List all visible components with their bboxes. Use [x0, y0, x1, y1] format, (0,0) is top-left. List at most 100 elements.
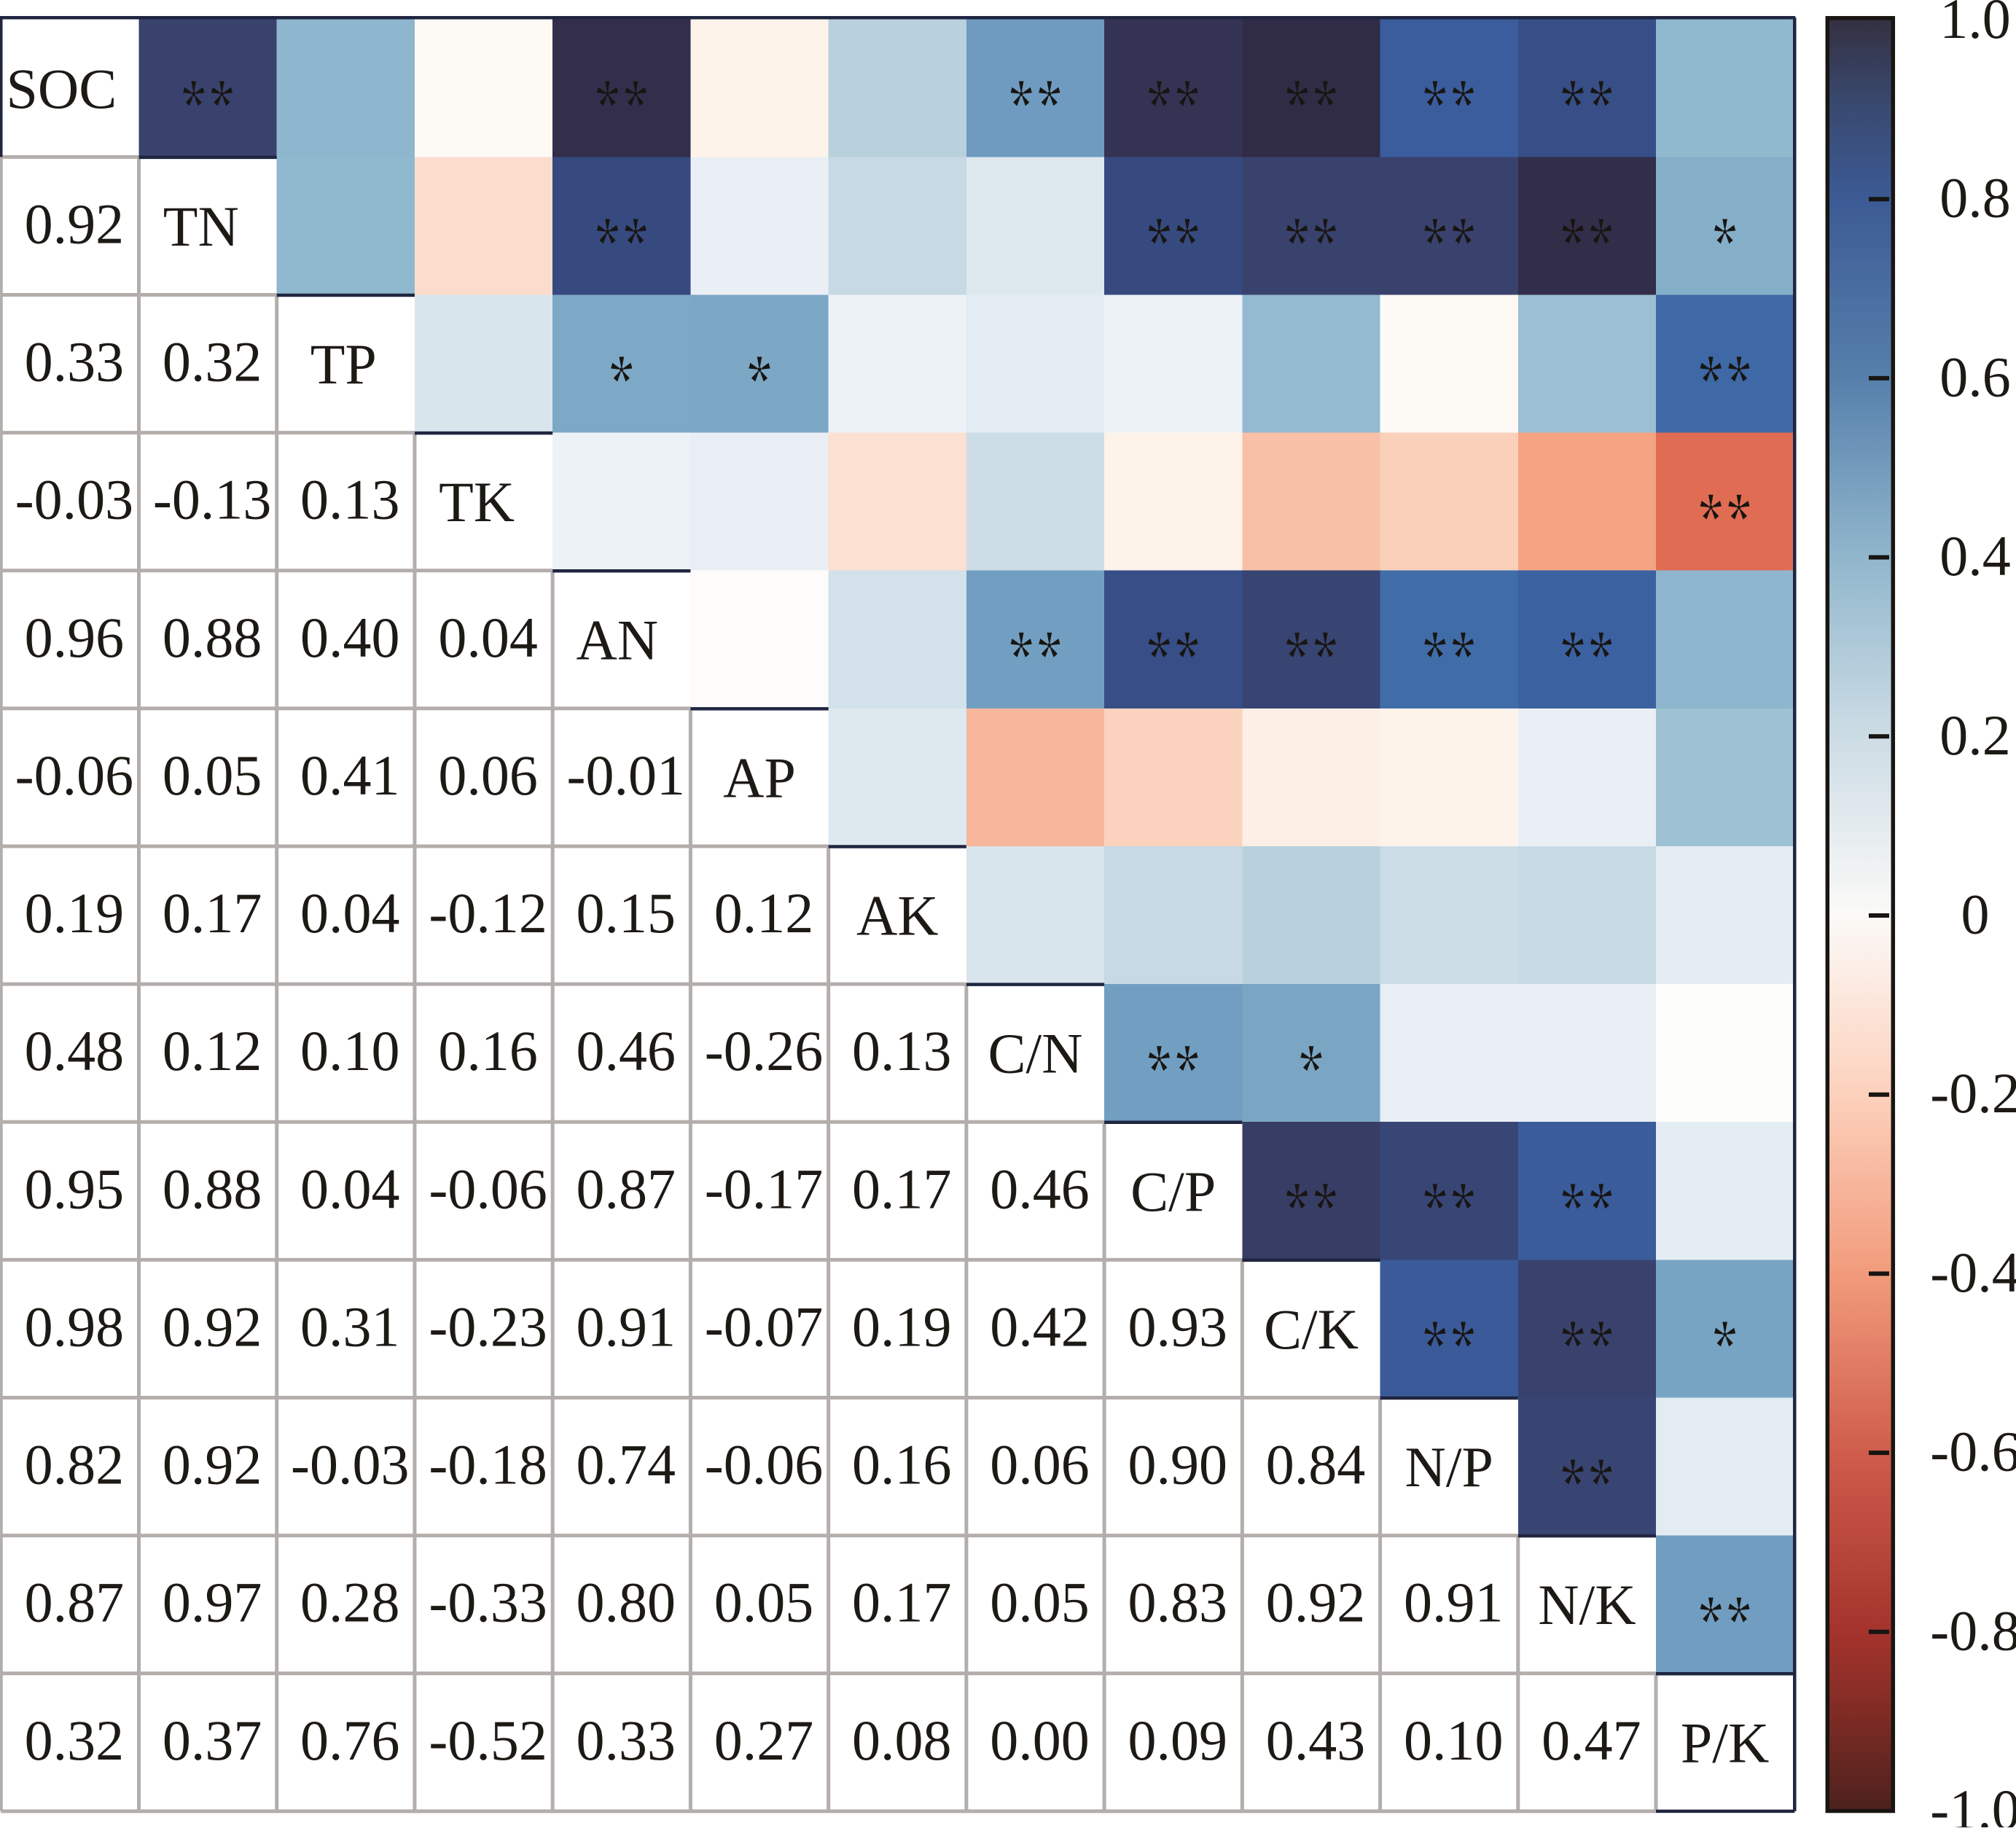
svg-text:0.46: 0.46: [577, 1019, 676, 1082]
svg-text:N/P: N/P: [1405, 1435, 1493, 1499]
svg-text:-0.06: -0.06: [15, 743, 133, 807]
svg-text:0.04: 0.04: [300, 1157, 400, 1220]
svg-text:-0.12: -0.12: [429, 881, 547, 945]
svg-text:0.05: 0.05: [990, 1571, 1090, 1634]
svg-text:0: 0: [1961, 883, 1990, 946]
svg-text:0.92: 0.92: [1266, 1571, 1366, 1634]
svg-text:0.88: 0.88: [163, 1157, 262, 1220]
svg-text:0.04: 0.04: [300, 881, 400, 945]
svg-text:0.00: 0.00: [990, 1709, 1090, 1772]
svg-text:0.10: 0.10: [300, 1019, 400, 1082]
svg-text:0.12: 0.12: [163, 1019, 262, 1082]
svg-text:0.32: 0.32: [25, 1709, 125, 1772]
svg-text:-0.6: -0.6: [1930, 1420, 2016, 1483]
svg-text:0.96: 0.96: [25, 606, 125, 669]
svg-text:-0.4: -0.4: [1930, 1241, 2016, 1304]
svg-text:0.90: 0.90: [1128, 1433, 1227, 1496]
svg-text:-0.13: -0.13: [153, 468, 271, 531]
svg-text:-0.06: -0.06: [705, 1433, 823, 1496]
svg-text:0.92: 0.92: [163, 1433, 262, 1496]
svg-text:0.12: 0.12: [714, 881, 814, 945]
svg-text:N/K: N/K: [1538, 1573, 1636, 1636]
svg-text:0.87: 0.87: [25, 1571, 125, 1634]
svg-text:0.04: 0.04: [438, 606, 538, 669]
svg-text:0.87: 0.87: [577, 1157, 676, 1220]
svg-text:0.83: 0.83: [1128, 1571, 1227, 1634]
svg-text:0.05: 0.05: [163, 743, 262, 807]
svg-text:0.16: 0.16: [852, 1433, 952, 1496]
svg-text:0.06: 0.06: [438, 743, 538, 807]
svg-text:-0.03: -0.03: [291, 1433, 409, 1496]
svg-text:0.08: 0.08: [852, 1709, 952, 1772]
svg-text:C/N: C/N: [988, 1022, 1082, 1085]
svg-text:0.4: 0.4: [1939, 524, 2011, 587]
svg-text:0.41: 0.41: [300, 743, 400, 807]
svg-text:0.19: 0.19: [852, 1295, 952, 1358]
svg-text:0.15: 0.15: [577, 881, 676, 945]
svg-text:-0.26: -0.26: [705, 1019, 823, 1082]
svg-text:0.92: 0.92: [25, 192, 125, 255]
svg-text:0.91: 0.91: [1404, 1571, 1504, 1634]
svg-text:-0.07: -0.07: [705, 1295, 823, 1358]
svg-text:-0.2: -0.2: [1930, 1061, 2016, 1125]
svg-text:0.2: 0.2: [1939, 703, 2011, 767]
svg-text:0.37: 0.37: [163, 1709, 262, 1772]
svg-text:-0.33: -0.33: [429, 1571, 547, 1634]
svg-text:0.91: 0.91: [577, 1295, 676, 1358]
svg-text:0.28: 0.28: [300, 1571, 400, 1634]
svg-text:-0.17: -0.17: [705, 1157, 823, 1220]
svg-text:0.33: 0.33: [25, 330, 125, 394]
svg-text:0.48: 0.48: [25, 1019, 125, 1082]
svg-text:C/P: C/P: [1130, 1160, 1216, 1223]
svg-text:0.97: 0.97: [163, 1571, 262, 1634]
svg-text:TK: TK: [439, 470, 515, 534]
svg-text:AN: AN: [576, 608, 658, 671]
svg-text:-0.8: -0.8: [1930, 1598, 2016, 1662]
svg-text:0.42: 0.42: [990, 1295, 1090, 1358]
svg-text:-0.01: -0.01: [567, 743, 685, 807]
svg-text:0.31: 0.31: [300, 1295, 400, 1358]
svg-text:0.47: 0.47: [1542, 1709, 1641, 1772]
svg-text:0.17: 0.17: [852, 1571, 952, 1634]
svg-text:-0.18: -0.18: [429, 1433, 547, 1496]
svg-text:0.16: 0.16: [438, 1019, 538, 1082]
svg-text:0.84: 0.84: [1266, 1433, 1366, 1496]
svg-text:AK: AK: [856, 884, 939, 948]
svg-text:0.8: 0.8: [1939, 166, 2011, 230]
svg-text:0.82: 0.82: [25, 1433, 125, 1496]
svg-text:AP: AP: [723, 746, 796, 809]
svg-text:-0.06: -0.06: [429, 1157, 547, 1220]
svg-text:-1.0: -1.0: [1930, 1778, 2016, 1827]
svg-text:1.0: 1.0: [1939, 0, 2011, 50]
svg-text:0.06: 0.06: [990, 1433, 1090, 1496]
svg-text:0.95: 0.95: [25, 1157, 125, 1220]
svg-text:0.33: 0.33: [577, 1709, 676, 1772]
svg-text:0.13: 0.13: [852, 1019, 952, 1082]
svg-text:P/K: P/K: [1681, 1711, 1769, 1774]
svg-text:-0.03: -0.03: [15, 468, 133, 531]
svg-text:0.80: 0.80: [577, 1571, 676, 1634]
svg-text:TP: TP: [310, 332, 377, 396]
svg-text:0.6: 0.6: [1939, 345, 2011, 408]
svg-text:0.40: 0.40: [300, 606, 400, 669]
svg-text:0.92: 0.92: [163, 1295, 262, 1358]
svg-text:C/K: C/K: [1264, 1297, 1359, 1361]
svg-text:0.17: 0.17: [852, 1157, 952, 1220]
svg-text:0.76: 0.76: [300, 1709, 400, 1772]
svg-text:0.05: 0.05: [714, 1571, 814, 1634]
svg-text:-0.52: -0.52: [429, 1709, 547, 1772]
svg-text:0.10: 0.10: [1404, 1709, 1504, 1772]
svg-text:0.46: 0.46: [990, 1157, 1090, 1220]
svg-text:0.88: 0.88: [163, 606, 262, 669]
svg-text:0.13: 0.13: [300, 468, 400, 531]
svg-text:0.43: 0.43: [1266, 1709, 1366, 1772]
svg-text:0.98: 0.98: [25, 1295, 125, 1358]
svg-text:0.74: 0.74: [577, 1433, 676, 1496]
svg-text:TN: TN: [163, 195, 239, 258]
svg-text:0.09: 0.09: [1128, 1709, 1227, 1772]
svg-text:0.32: 0.32: [163, 330, 262, 394]
svg-text:0.19: 0.19: [25, 881, 125, 945]
svg-text:0.17: 0.17: [163, 881, 262, 945]
svg-text:-0.23: -0.23: [429, 1295, 547, 1358]
svg-text:0.93: 0.93: [1128, 1295, 1227, 1358]
